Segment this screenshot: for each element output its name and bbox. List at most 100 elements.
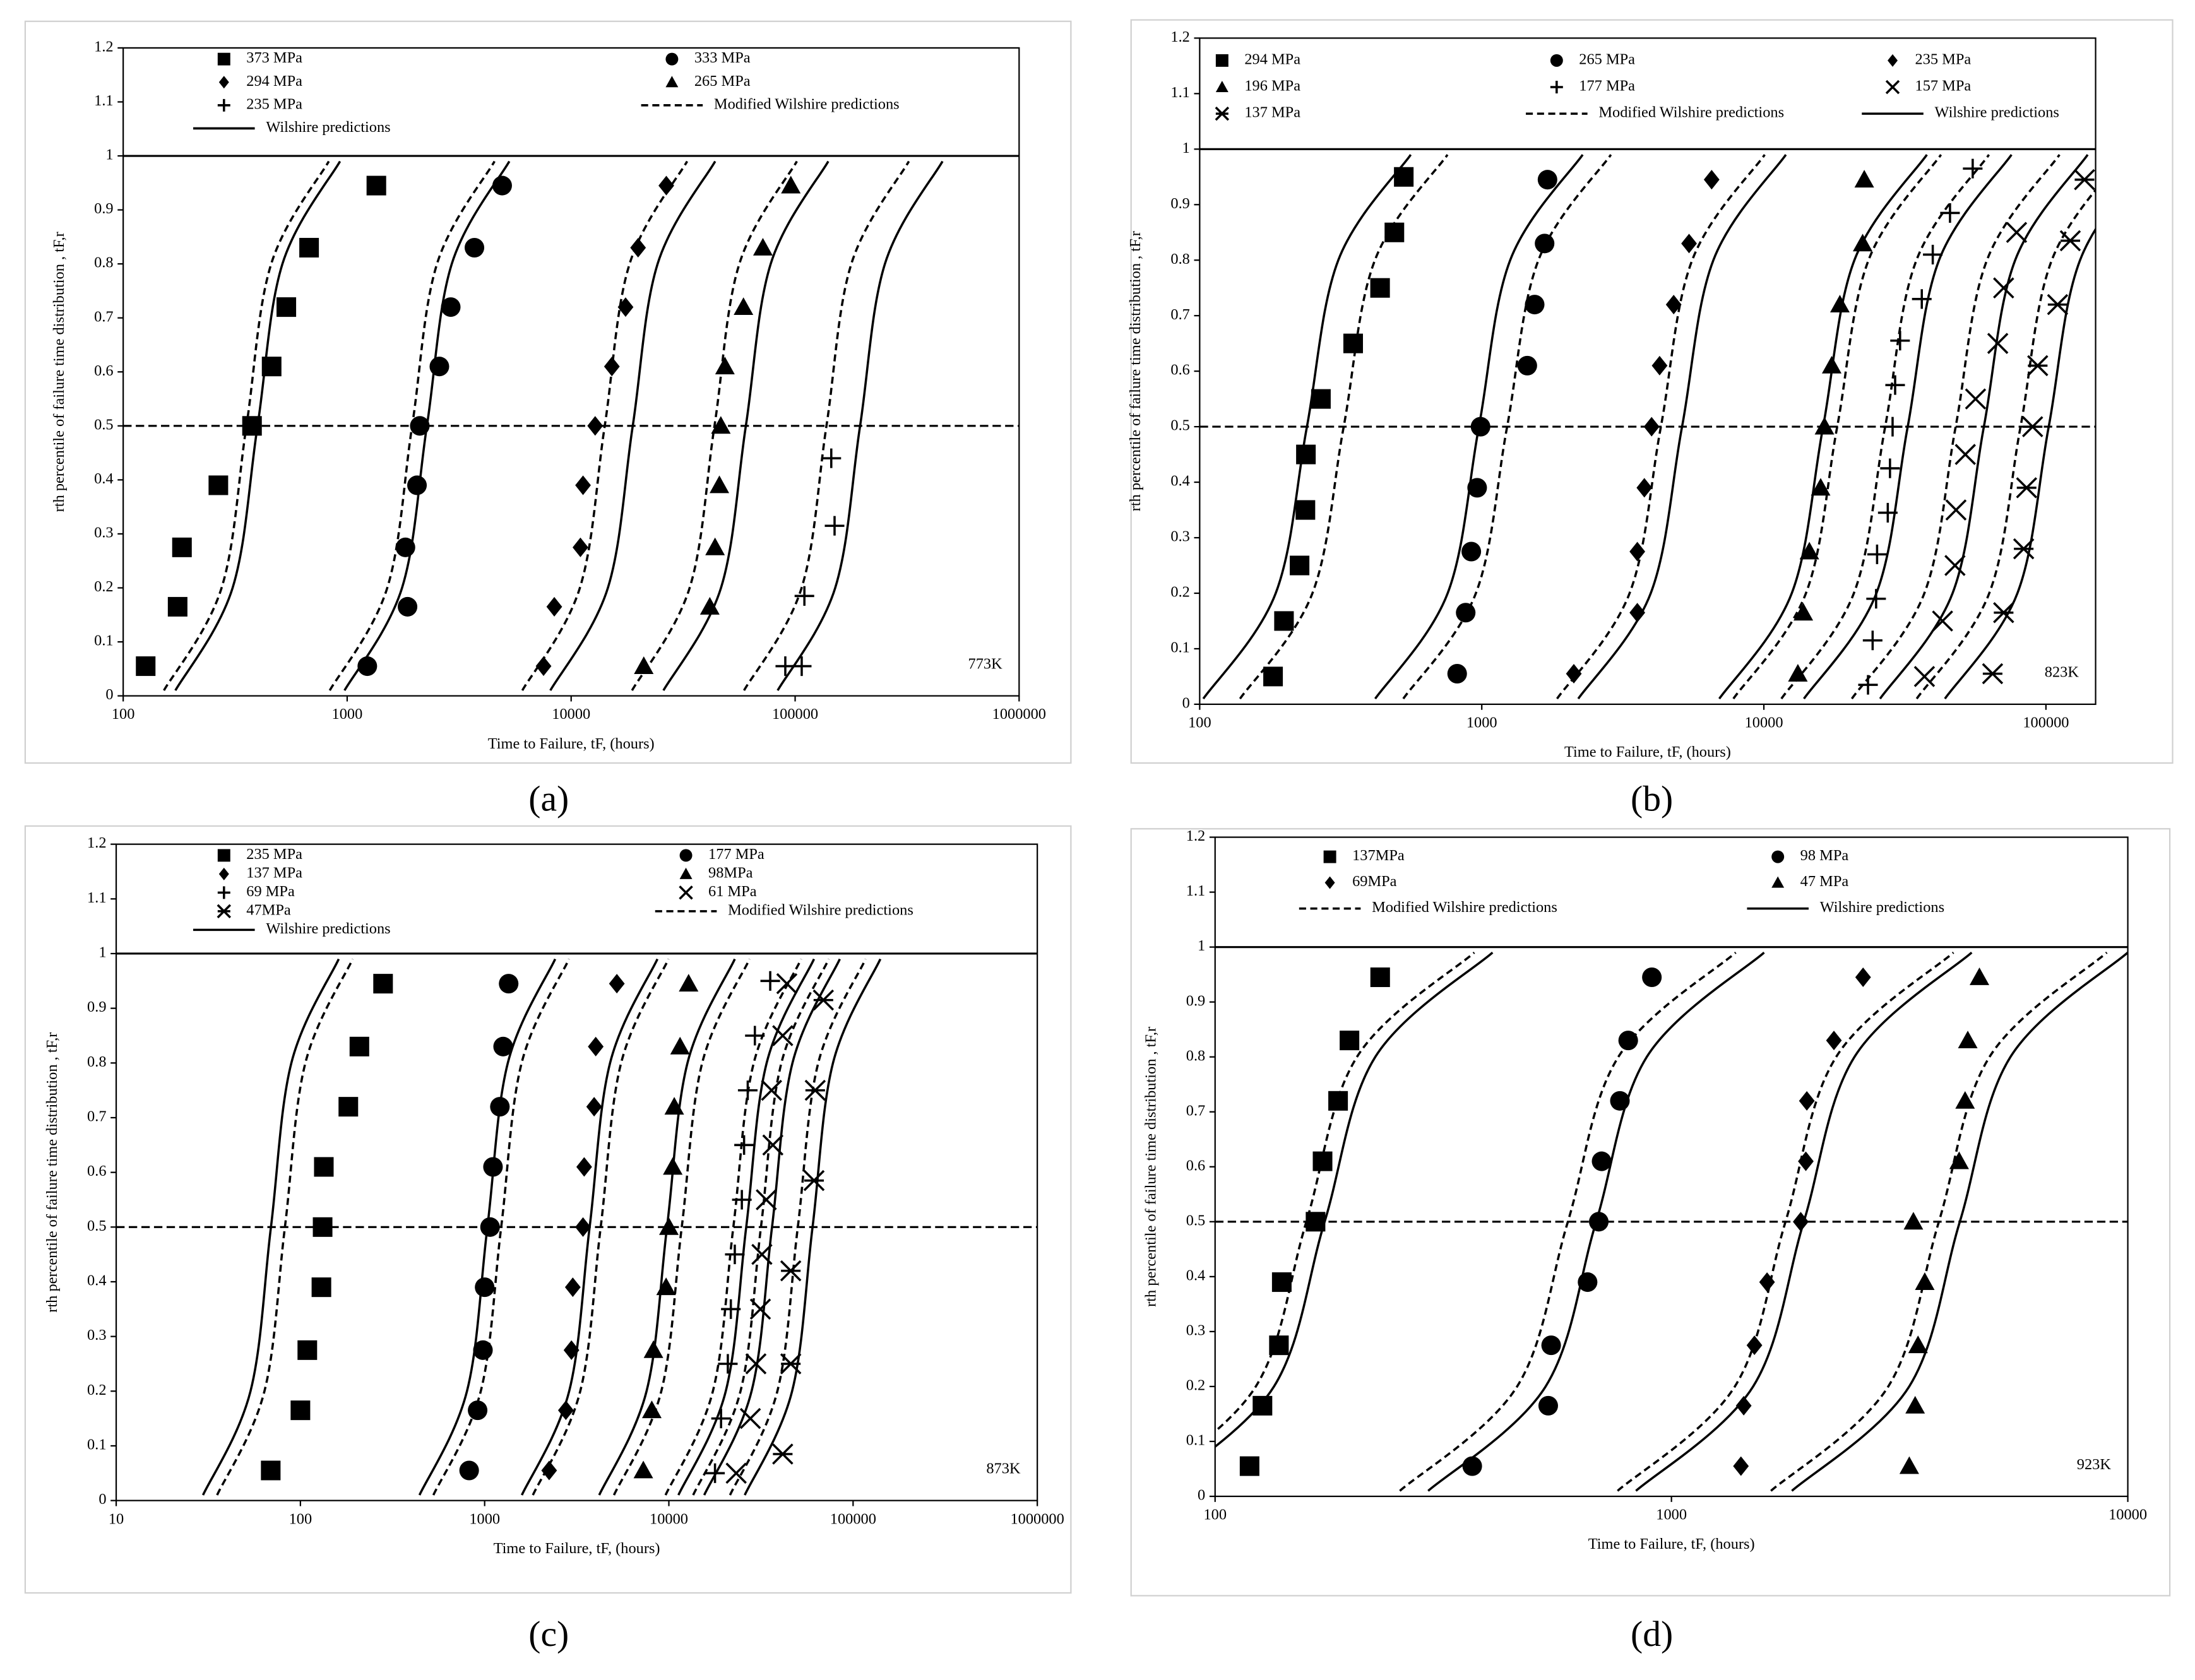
y-tick-label: 0.4: [87, 1272, 106, 1289]
legend-label: 294 MPa: [1244, 50, 1300, 68]
legend-marker: [1215, 81, 1228, 92]
data-point: [679, 974, 699, 992]
data-point: [1949, 1151, 1969, 1169]
legend-label: 235 MPa: [246, 846, 302, 863]
data-point: [761, 1079, 782, 1101]
data-point: [1969, 967, 1990, 985]
x-tick-label: 100: [289, 1510, 312, 1527]
legend-label: Wilshire predictions: [266, 920, 390, 937]
data-point: [441, 297, 461, 317]
plot-area: [1214, 836, 2129, 1498]
data-point: [1535, 234, 1555, 254]
y-axis-label: rth percentile of failure time distribut…: [51, 232, 68, 512]
panel: 0 0.1 0.2 0.3 0.4 0.5 0.6 0.7 0.8 0.9 1 1.1 1.2 100 10…: [1127, 19, 2174, 819]
data-point: [1370, 967, 1390, 988]
y-tick-label: 0.4: [1170, 473, 1189, 490]
y-tick-label: 0.4: [1186, 1267, 1205, 1284]
prediction-curve: [216, 958, 867, 1496]
x-tick-label: 1000: [469, 1510, 500, 1527]
data-point: [1271, 1272, 1292, 1293]
panel-label: (a): [528, 779, 569, 819]
plot-area: [122, 47, 1020, 697]
data-point: [1862, 630, 1883, 651]
y-tick-label: 1.1: [1186, 882, 1205, 899]
y-tick-label: 0.7: [1186, 1102, 1205, 1119]
data-point: [715, 357, 735, 375]
y-tick-label: 0.3: [1170, 528, 1189, 545]
y-tick-label: 0.1: [1186, 1432, 1205, 1449]
y-tick-label: 0.7: [94, 308, 113, 325]
y-tick-label: 1.2: [94, 38, 113, 56]
data-point: [314, 1157, 334, 1177]
panel: 0 0.1 0.2 0.3 0.4 0.5 0.6 0.7 0.8 0.9 1 1.1 1.2 100 10…: [24, 20, 1072, 819]
data-point: [576, 1157, 592, 1177]
y-tick-label: 1.1: [1170, 84, 1189, 101]
data-point: [1629, 603, 1646, 623]
data-point: [468, 1400, 488, 1421]
y-tick-label: 1.2: [1186, 827, 1205, 844]
data-point: [1263, 666, 1283, 687]
y-axis-label: rth percentile of failure time distribut…: [1143, 1027, 1160, 1307]
data-point: [290, 1400, 311, 1421]
legend-label: 196 MPa: [1244, 78, 1300, 95]
data-point: [338, 1097, 359, 1117]
data-point: [780, 1260, 802, 1282]
data-point: [1703, 170, 1720, 190]
data-point: [1908, 1335, 1928, 1354]
data-point: [772, 1025, 794, 1046]
y-tick-label: 0.5: [87, 1217, 106, 1234]
y-tick-label: 0.6: [1170, 362, 1189, 379]
y-tick-label: 0.5: [1186, 1212, 1205, 1229]
legend-label: 157 MPa: [1915, 78, 1972, 95]
data-point: [711, 416, 731, 434]
y-tick-label: 0.8: [1186, 1047, 1205, 1064]
data-point: [398, 596, 418, 617]
data-point: [575, 475, 591, 495]
data-point: [752, 237, 773, 256]
legend-marker: [679, 867, 693, 879]
legend-label: 47MPa: [246, 901, 291, 918]
data-point: [772, 1443, 794, 1465]
legend-label: Wilshire predictions: [1935, 104, 2059, 121]
x-axis-label: Time to Failure, tF, (hours): [494, 1540, 660, 1557]
x-tick-label: 100000: [2023, 714, 2069, 731]
data-point: [1788, 664, 1808, 682]
data-point: [1958, 1031, 1978, 1049]
x-axis-label: Time to Failure, tF, (hours): [488, 735, 655, 752]
data-point: [1735, 1395, 1752, 1416]
data-point: [1274, 611, 1294, 631]
data-point: [718, 1354, 738, 1374]
data-point: [1829, 295, 1850, 313]
data-point: [407, 475, 427, 495]
data-point: [349, 1036, 369, 1056]
legend-label: 137MPa: [1352, 847, 1405, 864]
x-tick-label: 10000: [2109, 1506, 2147, 1523]
legend-marker: [1550, 54, 1563, 67]
data-point: [1733, 1456, 1749, 1476]
data-point: [634, 656, 654, 674]
data-point: [1239, 1456, 1259, 1476]
data-point: [2047, 293, 2069, 316]
legend-marker: [1771, 876, 1785, 888]
legend-marker: [217, 886, 230, 899]
data-point: [572, 537, 588, 557]
data-point: [1883, 417, 1903, 437]
data-point: [410, 416, 430, 436]
x-axis-label: Time to Failure, tF, (hours): [1588, 1535, 1755, 1553]
panel-label: (c): [528, 1614, 569, 1654]
x-tick-label: 10000: [552, 706, 590, 723]
data-point: [734, 1135, 754, 1155]
data-point: [1618, 1031, 1638, 1051]
data-point: [1854, 170, 1874, 188]
y-tick-label: 0.3: [94, 524, 113, 541]
legend-label: 137 MPa: [246, 864, 302, 881]
data-point: [725, 1462, 747, 1484]
y-tick-label: 0.7: [87, 1108, 106, 1125]
x-axis-label: Time to Failure, tF, (hours): [1564, 743, 1731, 760]
legend-marker: [1550, 81, 1563, 93]
data-point: [1295, 500, 1316, 520]
data-point: [1311, 389, 1331, 409]
legend-label: 235 MPa: [246, 95, 302, 112]
panel-frame: [24, 825, 1072, 1594]
